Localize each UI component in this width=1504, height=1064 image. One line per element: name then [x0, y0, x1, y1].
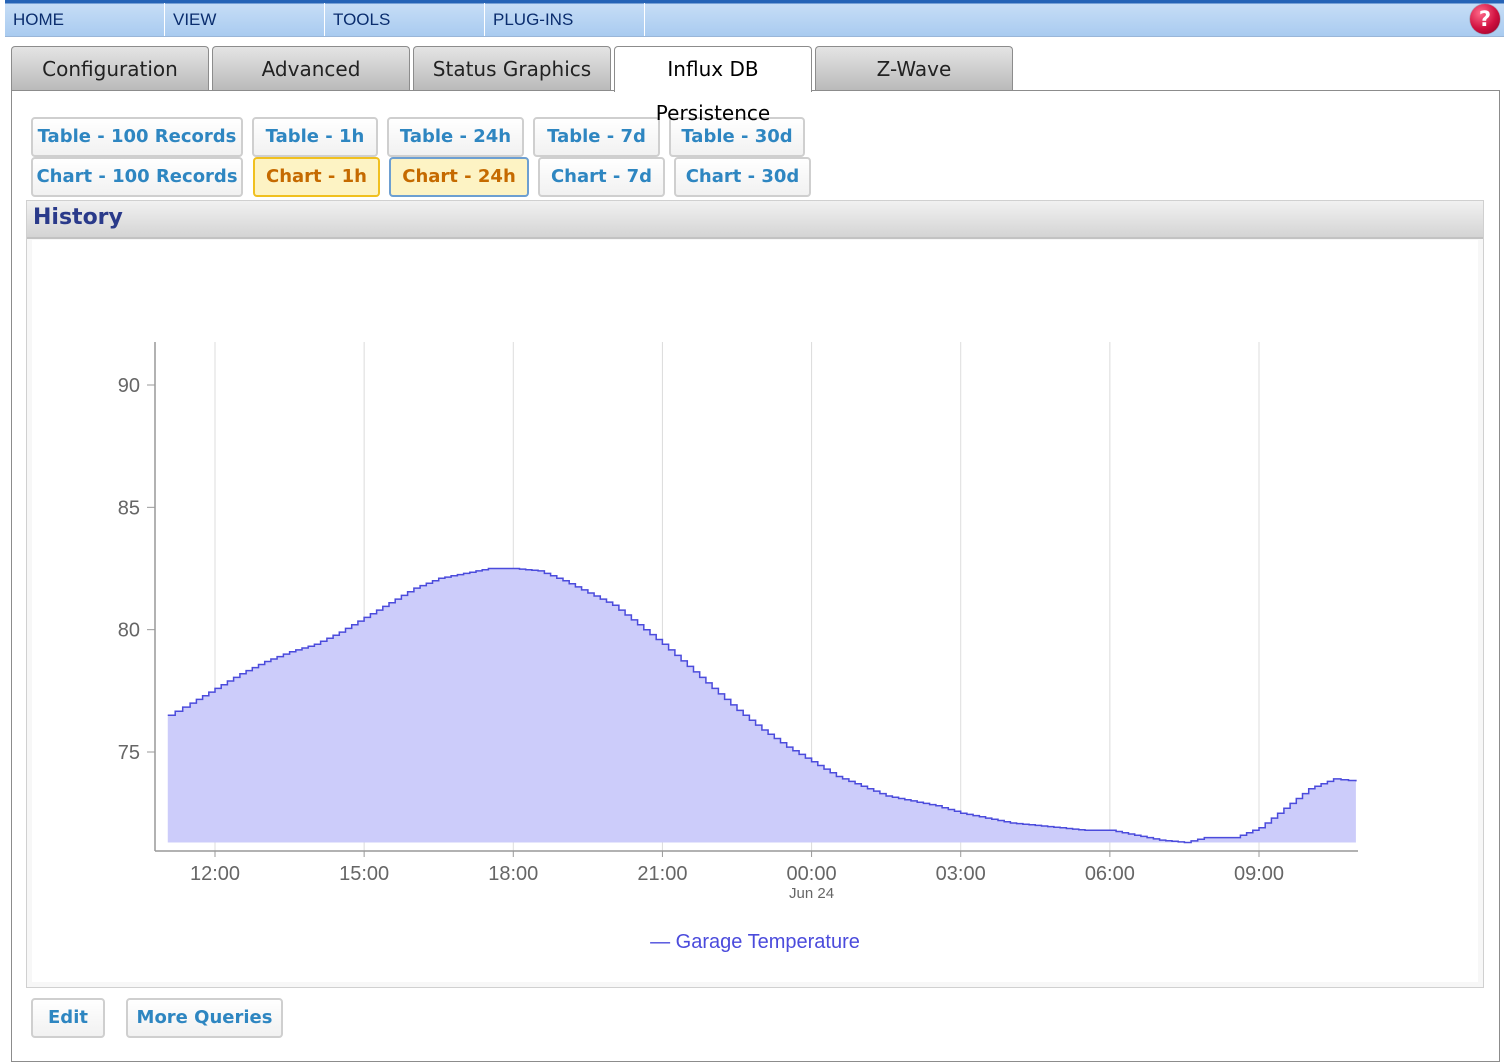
tab-z-wave[interactable]: Z-Wave — [815, 46, 1013, 91]
table-100-records-button[interactable]: Table - 100 Records — [31, 117, 243, 157]
tab-configuration[interactable]: Configuration — [11, 46, 209, 91]
x-tick-label: 21:00 — [637, 863, 687, 885]
nav-view[interactable]: VIEW — [165, 3, 325, 36]
x-date-label: Jun 24 — [789, 885, 834, 902]
tab-status-graphics[interactable]: Status Graphics — [413, 46, 611, 91]
help-icon[interactable]: ? — [1470, 4, 1500, 34]
x-tick-label: 12:00 — [190, 863, 240, 885]
history-title: History — [33, 205, 123, 230]
y-tick-label: 80 — [118, 620, 140, 642]
legend-label: — Garage Temperature — [650, 931, 860, 953]
chart-area: 75 80 85 90 12:00 15:00 18:00 21:00 00:00 03:00 06… — [32, 240, 1478, 982]
series-line — [167, 567, 1357, 844]
table-1h-button[interactable]: Table - 1h — [252, 117, 378, 157]
tab-influx-db-persistence[interactable]: Influx DB Persistence — [614, 46, 812, 125]
x-tick-label: 00:00 — [787, 863, 837, 885]
temperature-chart: 75 80 85 90 12:00 15:00 18:00 21:00 00:00 03:00 06… — [118, 342, 1358, 953]
x-tick-label: 15:00 — [339, 863, 389, 885]
nav-home[interactable]: HOME — [5, 3, 165, 36]
chart-30d-button[interactable]: Chart - 30d — [674, 157, 811, 197]
chart-7d-button[interactable]: Chart - 7d — [538, 157, 665, 197]
x-tick-label: 09:00 — [1234, 863, 1284, 885]
x-tick-label: 06:00 — [1085, 863, 1135, 885]
table-30d-button[interactable]: Table - 30d — [669, 117, 805, 157]
y-tick-label: 85 — [118, 497, 140, 519]
x-tick-label: 18:00 — [488, 863, 538, 885]
table-24h-button[interactable]: Table - 24h — [387, 117, 524, 157]
edit-button[interactable]: Edit — [31, 998, 105, 1038]
tab-advanced[interactable]: Advanced — [212, 46, 410, 91]
nav-plug-ins[interactable]: PLUG-INS — [485, 3, 645, 36]
nav-tools[interactable]: TOOLS — [325, 3, 485, 36]
x-tick-label: 03:00 — [936, 863, 986, 885]
more-queries-button[interactable]: More Queries — [126, 998, 283, 1038]
chart-100-records-button[interactable]: Chart - 100 Records — [31, 157, 243, 197]
history-header: History — [27, 201, 1483, 239]
chart-24h-button[interactable]: Chart - 24h — [389, 157, 529, 197]
y-tick-label: 90 — [118, 375, 140, 397]
table-7d-button[interactable]: Table - 7d — [533, 117, 660, 157]
y-tick-label: 75 — [118, 742, 140, 764]
top-nav-bar: HOME VIEW TOOLS PLUG-INS ? — [5, 0, 1504, 37]
series-area — [167, 568, 1356, 843]
chart-1h-button[interactable]: Chart - 1h — [253, 157, 380, 197]
